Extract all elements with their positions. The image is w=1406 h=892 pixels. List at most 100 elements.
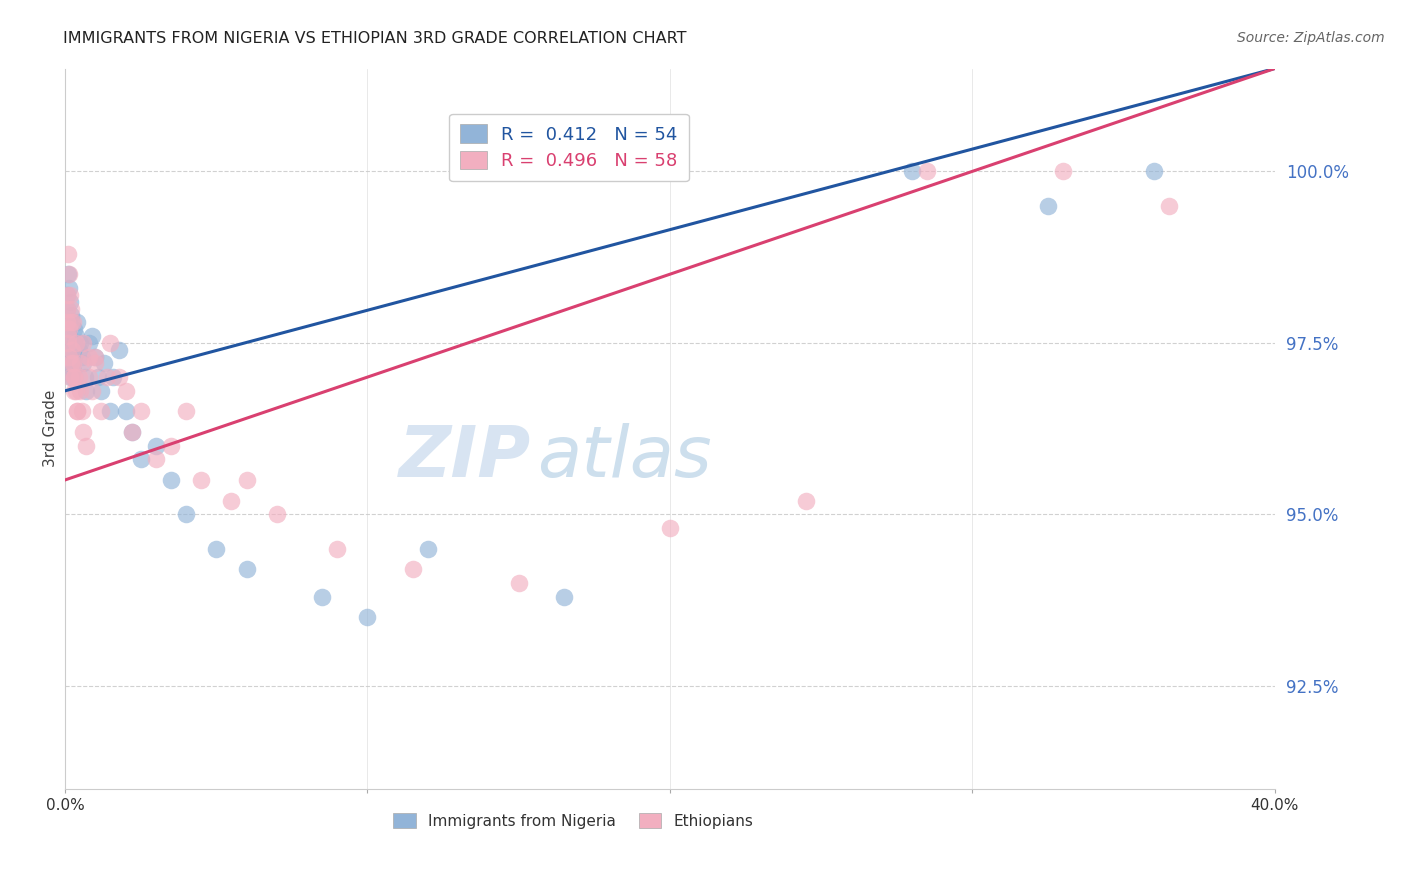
Point	[190, 473, 212, 487]
Point	[73, 370, 96, 384]
Point	[58, 267, 80, 281]
Point	[96, 370, 118, 384]
Point	[266, 507, 288, 521]
Point	[58, 329, 80, 343]
Point	[55, 288, 77, 302]
Point	[1036, 199, 1059, 213]
Point	[356, 610, 378, 624]
Point	[59, 356, 82, 370]
Point	[915, 164, 938, 178]
Point	[72, 335, 94, 350]
Point	[77, 350, 100, 364]
Point	[59, 294, 82, 309]
Point	[121, 425, 143, 439]
Point	[60, 309, 83, 323]
Point	[402, 562, 425, 576]
Point	[311, 590, 333, 604]
Point	[174, 507, 197, 521]
Point	[59, 350, 82, 364]
Point	[901, 164, 924, 178]
Point	[66, 315, 89, 329]
Point	[87, 370, 110, 384]
Point	[160, 439, 183, 453]
Point	[205, 541, 228, 556]
Point	[56, 315, 79, 329]
Point	[67, 343, 90, 357]
Point	[62, 343, 84, 357]
Text: ZIP: ZIP	[398, 423, 531, 491]
Point	[65, 384, 87, 398]
Point	[145, 452, 167, 467]
Point	[65, 329, 87, 343]
Point	[326, 541, 349, 556]
Point	[416, 541, 439, 556]
Text: IMMIGRANTS FROM NIGERIA VS ETHIOPIAN 3RD GRADE CORRELATION CHART: IMMIGRANTS FROM NIGERIA VS ETHIOPIAN 3RD…	[63, 31, 686, 46]
Point	[56, 288, 79, 302]
Point	[235, 562, 257, 576]
Point	[90, 404, 112, 418]
Point	[58, 350, 80, 364]
Point	[114, 384, 136, 398]
Point	[56, 301, 79, 316]
Point	[58, 322, 80, 336]
Point	[100, 335, 122, 350]
Point	[58, 281, 80, 295]
Point	[553, 590, 575, 604]
Point	[82, 329, 104, 343]
Point	[1052, 164, 1074, 178]
Point	[108, 343, 131, 357]
Point	[59, 370, 82, 384]
Point	[63, 370, 86, 384]
Point	[77, 335, 100, 350]
Point	[59, 315, 82, 329]
Point	[90, 384, 112, 398]
Point	[67, 370, 90, 384]
Point	[62, 363, 84, 377]
Y-axis label: 3rd Grade: 3rd Grade	[44, 390, 58, 467]
Point	[60, 315, 83, 329]
Point	[70, 404, 93, 418]
Point	[221, 493, 243, 508]
Point	[69, 356, 91, 370]
Point	[100, 404, 122, 418]
Point	[1143, 164, 1166, 178]
Point	[114, 404, 136, 418]
Point	[129, 452, 152, 467]
Point	[66, 404, 89, 418]
Point	[77, 370, 100, 384]
Point	[93, 356, 115, 370]
Point	[72, 425, 94, 439]
Point	[56, 329, 79, 343]
Point	[103, 370, 125, 384]
Point	[70, 350, 93, 364]
Point	[62, 315, 84, 329]
Point	[794, 493, 817, 508]
Point	[59, 288, 82, 302]
Point	[60, 370, 83, 384]
Point	[65, 335, 87, 350]
Point	[59, 356, 82, 370]
Text: atlas: atlas	[537, 423, 711, 491]
Point	[84, 350, 107, 364]
Point	[121, 425, 143, 439]
Point	[56, 246, 79, 260]
Legend: Immigrants from Nigeria, Ethiopians: Immigrants from Nigeria, Ethiopians	[387, 806, 759, 835]
Point	[82, 384, 104, 398]
Point	[84, 350, 107, 364]
Point	[63, 384, 86, 398]
Point	[56, 267, 79, 281]
Point	[658, 521, 681, 535]
Point	[62, 356, 84, 370]
Point	[62, 370, 84, 384]
Point	[145, 439, 167, 453]
Point	[60, 356, 83, 370]
Point	[55, 301, 77, 316]
Point	[69, 335, 91, 350]
Text: Source: ZipAtlas.com: Source: ZipAtlas.com	[1237, 31, 1385, 45]
Point	[63, 370, 86, 384]
Point	[84, 356, 107, 370]
Point	[72, 356, 94, 370]
Point	[69, 384, 91, 398]
Point	[75, 384, 97, 398]
Point	[63, 322, 86, 336]
